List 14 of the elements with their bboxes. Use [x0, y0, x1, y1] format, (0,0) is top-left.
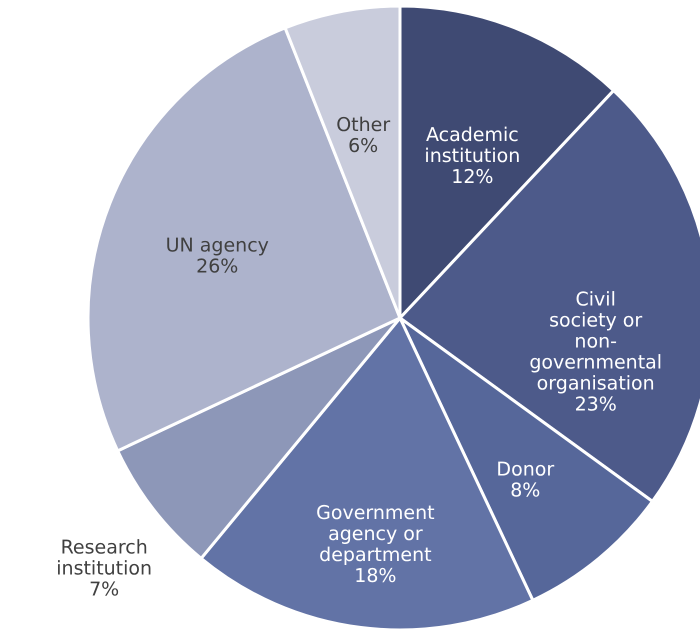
data-label: 12%: [451, 166, 494, 188]
slice-label: UN agency: [166, 234, 269, 257]
slice-label: Other: [336, 114, 390, 136]
data-label: 7%: [89, 578, 120, 600]
data-label: 8%: [510, 479, 540, 502]
data-label: 18%: [354, 565, 396, 588]
slice-label: Civil society or non-governmental organisation: [529, 288, 662, 394]
slice-label: Donor: [496, 458, 554, 480]
slice-label: Academic institution: [424, 124, 520, 168]
data-label: 26%: [196, 256, 238, 278]
slice-label: Research institution: [56, 536, 152, 580]
data-label: 23%: [574, 394, 617, 416]
slice-label: Government agency or department: [316, 502, 435, 566]
data-label: 6%: [348, 134, 378, 157]
